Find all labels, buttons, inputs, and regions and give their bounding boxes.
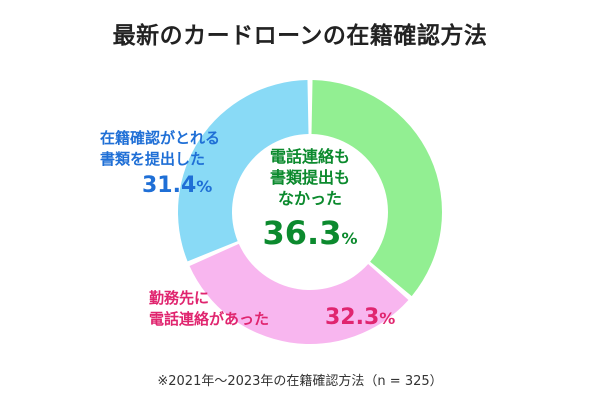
blue-unit: % [196, 177, 213, 196]
pink-value: 32.3 [325, 305, 380, 330]
center-label-green: 電話連絡も 書類提出も なかった 36.3% [226, 146, 394, 259]
green-label-line1: 電話連絡も [269, 147, 350, 166]
green-label-line3: なかった [277, 189, 342, 208]
green-label-line2: 書類提出も [269, 168, 350, 187]
green-value: 36.3 [262, 214, 342, 252]
slice-label-pink: 勤務先に 電話連絡があった 32.3% [149, 288, 395, 330]
green-value-label: 36.3% [226, 213, 394, 259]
slice-pink [189, 243, 409, 344]
footnote: ※2021年〜2023年の在籍確認方法（n = 325） [157, 374, 443, 389]
blue-value-label: 31.4% [142, 173, 220, 198]
pink-unit: % [379, 309, 396, 328]
chart-title: 最新のカードローンの在籍確認方法 [112, 23, 488, 49]
slice-label-blue: 在籍確認がとれる 書類を提出した 31.4% [100, 128, 220, 198]
blue-value: 31.4 [142, 173, 197, 198]
slice-green [311, 80, 443, 297]
slice-blue [178, 80, 309, 262]
blue-label-line2: 書類を提出した [100, 150, 206, 168]
pink-label-line1: 勤務先に [149, 289, 210, 307]
green-unit: % [341, 229, 358, 248]
blue-label-line1: 在籍確認がとれる [100, 129, 221, 147]
pink-value-label: 32.3% [325, 305, 395, 330]
pink-label-line2: 電話連絡があった [149, 310, 270, 328]
